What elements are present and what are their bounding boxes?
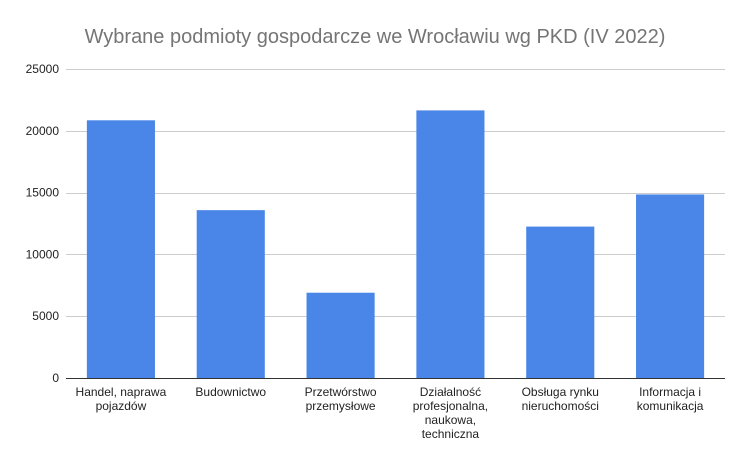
x-category-label: Budownictwo <box>195 385 266 399</box>
x-category-label: Działalność profesjonalna, naukowa, technic… <box>413 385 488 441</box>
x-category-label: Handel, naprawa pojazdów <box>76 385 167 413</box>
bar <box>526 226 595 378</box>
bar <box>306 292 375 378</box>
x-axis-categories: Handel, naprawa pojazdów Budownictwo Przetw… <box>76 385 704 441</box>
gridlines <box>66 69 725 317</box>
x-category-label: Przetwórstwo przemysłowe <box>305 385 377 413</box>
bar <box>86 120 155 378</box>
y-tick-label: 0 <box>52 371 59 385</box>
y-tick-label: 20000 <box>26 124 60 138</box>
y-tick-label: 25000 <box>26 62 60 76</box>
y-tick-label: 10000 <box>26 247 60 261</box>
y-tick-label: 15000 <box>26 186 60 200</box>
x-category-label: Obsługa rynku nieruchomości <box>522 385 599 413</box>
chart-title: Wybrane podmioty gospodarcze we Wrocławi… <box>85 26 666 48</box>
y-axis-ticks: 0 5000 10000 15000 20000 25000 <box>26 62 60 385</box>
bar <box>196 210 265 378</box>
y-tick-label: 5000 <box>32 309 59 323</box>
bars <box>86 110 705 378</box>
bar <box>416 110 485 378</box>
x-category-label: Informacja i komunikacja <box>637 385 704 413</box>
bar <box>636 194 705 378</box>
